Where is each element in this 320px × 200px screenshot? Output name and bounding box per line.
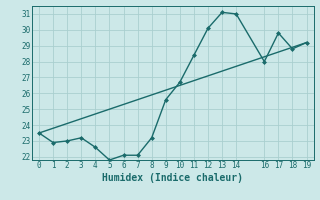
X-axis label: Humidex (Indice chaleur): Humidex (Indice chaleur) — [102, 173, 243, 183]
